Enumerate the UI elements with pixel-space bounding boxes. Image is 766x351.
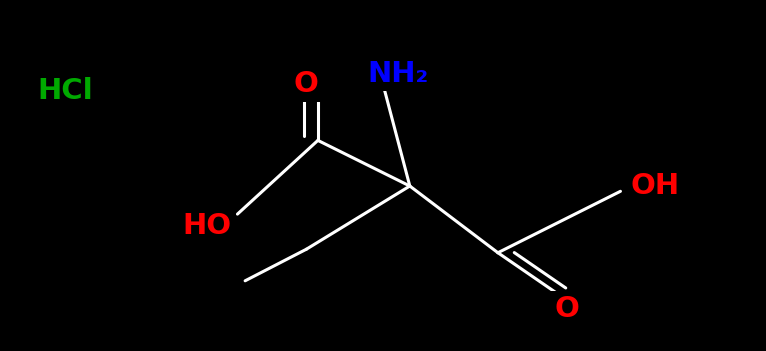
Text: O: O: [294, 70, 319, 98]
Text: NH₂: NH₂: [368, 60, 429, 88]
Text: O: O: [555, 295, 579, 323]
Text: HO: HO: [182, 212, 231, 240]
Text: OH: OH: [630, 172, 679, 200]
Text: HCl: HCl: [38, 77, 93, 105]
